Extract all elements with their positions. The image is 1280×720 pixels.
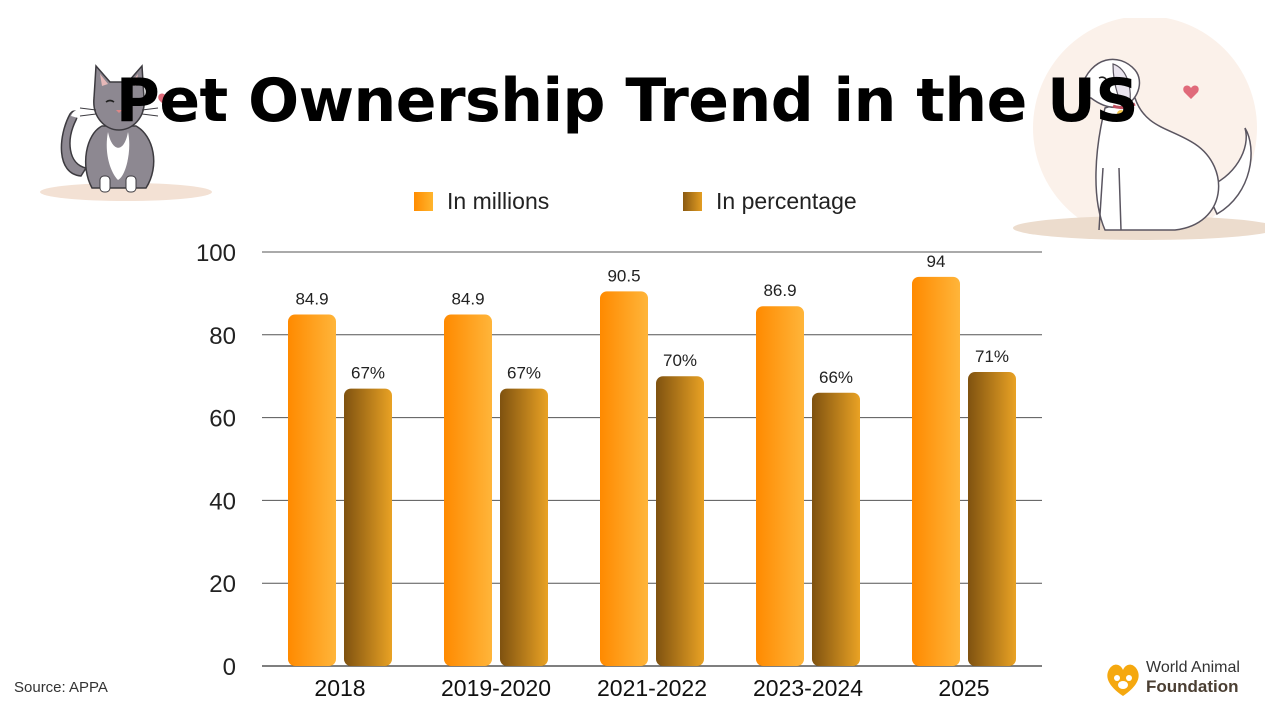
y-tick-label: 60	[209, 406, 236, 433]
bar-millions	[756, 306, 804, 666]
x-tick-label: 2023-2024	[753, 675, 863, 701]
y-tick-label: 0	[223, 654, 236, 681]
data-label-millions: 90.5	[607, 266, 640, 285]
brand-text: World Animal Foundation	[1146, 658, 1240, 696]
bar-percentage	[344, 388, 392, 666]
paw-heart-icon	[1107, 664, 1139, 696]
bar-millions	[600, 291, 648, 666]
chart-legend: In millions In percentage	[0, 188, 1280, 218]
dog-illustration	[1013, 18, 1265, 240]
data-label-millions: 86.9	[763, 281, 796, 300]
x-tick-label: 2018	[314, 675, 365, 701]
brand-line2: Foundation	[1146, 677, 1239, 696]
legend-label-millions: In millions	[447, 188, 550, 214]
data-label-percentage: 70%	[663, 351, 697, 370]
x-tick-label: 2021-2022	[597, 675, 707, 701]
brand-logo: World Animal Foundation	[1104, 656, 1254, 700]
chart-title: Pet Ownership Trend in the US	[115, 66, 1139, 136]
bar-millions	[288, 314, 336, 666]
bar-percentage	[812, 392, 860, 666]
legend-swatch-millions	[414, 192, 433, 211]
y-tick-label: 40	[209, 488, 236, 515]
bar-millions	[912, 276, 960, 666]
data-label-percentage: 67%	[351, 364, 385, 383]
source-note: Source: APPA	[14, 679, 108, 696]
legend-item-millions: In millions	[414, 188, 549, 215]
bar-millions	[444, 314, 492, 666]
bar-percentage	[500, 388, 548, 666]
x-tick-label: 2025	[938, 675, 989, 701]
legend-label-percentage: In percentage	[716, 188, 857, 214]
brand-line1: World Animal	[1146, 659, 1240, 676]
data-label-millions: 94	[927, 252, 946, 271]
data-label-percentage: 67%	[507, 364, 541, 383]
legend-swatch-percentage	[683, 192, 702, 211]
legend-item-percentage: In percentage	[683, 188, 857, 215]
y-tick-label: 20	[209, 571, 236, 598]
y-tick-label: 100	[196, 240, 236, 267]
bar-percentage	[968, 372, 1016, 666]
x-tick-label: 2019-2020	[441, 675, 551, 701]
cat-illustration	[40, 64, 212, 201]
bar-percentage	[656, 376, 704, 666]
y-tick-label: 80	[209, 323, 236, 350]
data-label-percentage: 71%	[975, 347, 1009, 366]
data-label-millions: 84.9	[451, 290, 484, 309]
data-label-millions: 84.9	[295, 290, 328, 309]
data-label-percentage: 66%	[819, 368, 853, 387]
